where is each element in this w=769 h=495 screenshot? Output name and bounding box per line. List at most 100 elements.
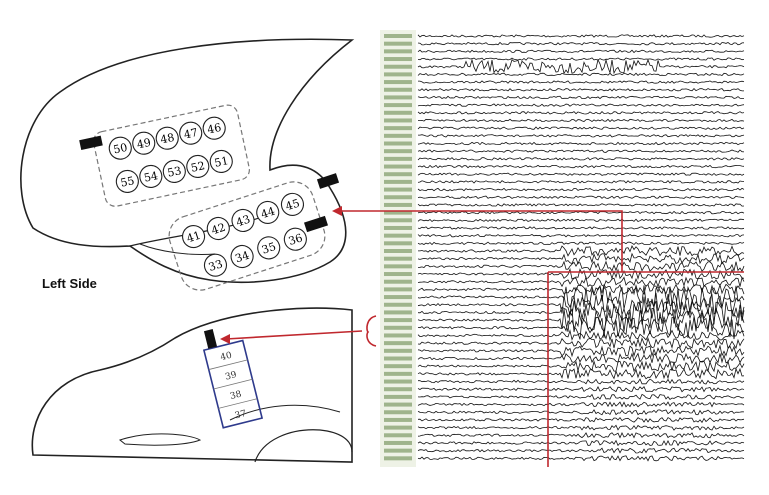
channel-label-mark [384,425,412,430]
strip-contact-label: 45 [284,197,301,214]
strip-contact-label: 33 [207,257,224,274]
depth-contact-label: 39 [224,370,238,383]
grid-contact-label: 52 [190,159,206,175]
eeg-channel-trace [417,275,745,288]
eeg-channel-trace [417,337,745,350]
channel-label-mark [384,402,412,407]
channel-label-mark [384,34,412,38]
grid-contact: 55 [115,169,139,193]
channel-label-mark [384,172,412,177]
channel-label-mark [384,448,412,453]
strip-contact-label: 36 [287,231,304,248]
strip-contact: 36 [283,227,307,251]
strip-contact: 44 [256,200,280,224]
grid-contact-label: 55 [119,174,135,190]
grid-contact: 54 [139,164,163,188]
grid-contact-label: 49 [136,136,152,152]
depth-contact-label: 38 [229,389,243,402]
channel-label-mark [384,379,412,384]
eeg-channel-trace [417,260,745,273]
channel-label-mark [384,156,412,161]
depth-contact-label: 37 [234,409,248,422]
grid-contact: 48 [155,126,179,150]
grid-contact: 52 [186,154,210,179]
strip-contact-label: 35 [260,240,277,257]
brainstem-outline [254,429,353,463]
eeg-channel-trace [417,329,745,342]
eeg-channel-trace [417,141,745,146]
eeg-channel-trace [417,352,745,365]
grid-contact-label: 47 [183,126,199,142]
eeg-channel-trace [417,439,745,447]
channel-label-mark [384,341,412,346]
grid-contact-label: 51 [213,154,229,170]
channel-label-mark [384,264,412,269]
eeg-channel-trace [417,447,745,454]
strip-contact-label: 34 [234,249,251,266]
channel-label-mark [384,110,412,115]
eeg-channel-trace [417,88,744,92]
eeg-channel-trace [417,308,745,333]
channel-label-mark [384,256,412,261]
eeg-channel-trace [417,172,745,176]
channel-label-mark [384,272,412,277]
channel-label-mark [384,41,412,46]
grid-contact-label: 48 [159,131,175,147]
eeg-channel-trace [417,226,745,230]
channel-label-mark [384,218,412,223]
channel-label-mark [384,57,412,62]
channel-label-mark [384,103,412,108]
eeg-channel-trace [417,233,745,238]
eeg-channel-trace [417,252,745,265]
channel-label-mark [384,318,412,323]
channel-label-mark [384,49,412,54]
eeg-channel-trace [417,359,745,373]
grid-contact: 50 [108,136,132,160]
arrow-strip-head [332,206,342,216]
channel-label-mark [384,64,412,69]
hippocampus-outline [229,404,341,421]
channel-label-mark [384,95,412,100]
eeg-channel-trace [417,455,745,462]
eeg-channel-trace [417,57,745,61]
eeg-channel-trace [417,34,745,38]
channel-label-mark [384,333,412,338]
channel-label-column [380,30,416,467]
eeg-channel-trace [417,164,745,169]
channel-label-mark [384,195,412,200]
channel-label-mark [384,417,412,422]
eeg-channel-trace [417,58,745,75]
strip-contact-label: 44 [259,205,276,222]
channel-label-mark [384,394,412,399]
grid-contact-label: 53 [166,164,182,180]
sagittal-brain-outline [31,307,353,463]
eeg-channel-trace [417,95,744,100]
eeg-channel-trace [418,134,745,138]
ictal-onset-marker [380,210,744,467]
channel-label-mark [384,241,412,246]
channel-label-mark [384,225,412,230]
channel-label-mark [384,387,412,392]
grid-connector [79,135,103,150]
grid-contact: 53 [162,159,186,183]
depth-electrode: 40 39 38 37 [202,339,264,429]
eeg-channel-trace [417,187,745,192]
eeg-channel-trace [417,432,745,439]
strip-contact: 35 [257,236,281,260]
eeg-channel-trace [417,416,745,424]
channel-label-mark [384,233,412,238]
strip-contact: 45 [280,192,305,216]
channel-label-mark [384,295,412,300]
depth-connector [203,329,218,349]
channel-label-mark [384,364,412,369]
grid-contact-label: 54 [143,169,159,185]
strip-connector-bottom [303,215,329,233]
eeg-channel-trace [417,344,745,358]
grid-electrode-frame [92,104,251,207]
eeg-channel-trace [417,149,745,153]
channel-label-mark [384,87,412,92]
channel-label-mark [384,287,412,292]
eeg-channel-trace [417,126,745,130]
